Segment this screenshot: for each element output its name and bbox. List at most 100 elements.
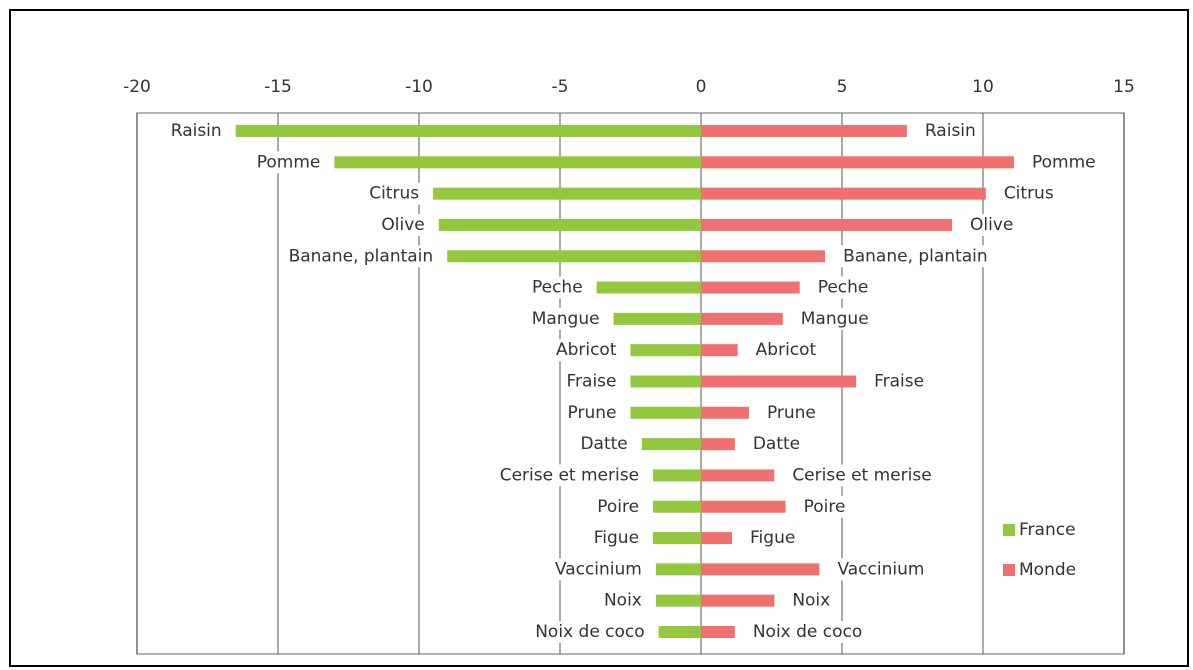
bar	[630, 375, 701, 388]
bar	[655, 594, 701, 607]
bar	[596, 281, 701, 294]
label: Fraise	[563, 370, 620, 393]
label-bg	[747, 527, 799, 550]
label: Vaccinium	[834, 558, 928, 581]
label-bg	[564, 401, 620, 424]
bar	[701, 281, 800, 294]
label: Poire	[594, 495, 643, 518]
bar	[701, 626, 735, 638]
label-bg	[921, 120, 979, 142]
label-bg	[789, 464, 935, 487]
label: Pomme	[253, 151, 324, 174]
label-bg	[552, 339, 620, 362]
category-label: Poire	[597, 497, 639, 517]
category-label: Cerise et merise	[792, 465, 931, 485]
label: Prune	[763, 401, 819, 424]
bar	[701, 250, 826, 263]
category-label: Vaccinium	[837, 559, 924, 579]
bar	[701, 406, 749, 419]
label-bg	[749, 621, 866, 643]
label-bg	[749, 433, 804, 456]
bar	[630, 406, 701, 419]
legend-swatch	[1003, 564, 1015, 576]
label-bg	[594, 495, 643, 518]
bar	[334, 156, 701, 169]
category-label: Pomme	[257, 152, 321, 172]
bar	[701, 500, 786, 513]
label-bg	[590, 527, 643, 550]
label: Cerise et merise	[496, 464, 643, 487]
label-bg	[167, 120, 225, 142]
label-bg	[528, 307, 603, 330]
label: Peche	[814, 276, 872, 299]
bar	[433, 187, 701, 200]
label: Abricot	[752, 339, 820, 362]
bar	[655, 563, 701, 576]
category-label: Citrus	[369, 184, 419, 204]
category-label: Mangue	[532, 309, 600, 329]
bar	[641, 438, 701, 451]
label: Datte	[577, 433, 631, 456]
label-bg	[797, 307, 872, 330]
category-label: Cerise et merise	[500, 465, 639, 485]
bar	[701, 187, 986, 200]
category-label: Banane, plantain	[843, 246, 988, 266]
label: Olive	[378, 213, 428, 236]
category-label: Poire	[804, 497, 846, 517]
bar	[701, 344, 738, 357]
bar	[447, 250, 701, 263]
label: Peche	[528, 276, 586, 299]
x-tick-label: -20	[123, 77, 151, 97]
label-bg	[840, 245, 991, 268]
category-label: Vaccinium	[555, 559, 642, 579]
bar	[701, 469, 775, 482]
category-label: Datte	[580, 434, 627, 454]
category-label: Raisin	[171, 121, 222, 141]
category-label: Peche	[818, 278, 869, 298]
category-label: Noix	[604, 591, 642, 611]
label-bg	[800, 495, 849, 518]
category-label: Mangue	[801, 309, 869, 329]
category-label: Raisin	[925, 121, 976, 141]
label-bg	[814, 276, 872, 299]
label-bg	[763, 401, 819, 424]
bar	[235, 125, 701, 137]
bar	[630, 344, 701, 357]
bar	[701, 438, 735, 451]
label: Noix de coco	[749, 621, 866, 643]
category-label: Noix de coco	[535, 622, 644, 642]
bar	[438, 218, 701, 231]
category-label: Prune	[568, 403, 617, 423]
label-bg	[966, 213, 1017, 236]
label: Figue	[590, 527, 643, 550]
category-label: Abricot	[756, 340, 817, 360]
bar	[653, 532, 701, 545]
label-bg	[1000, 182, 1057, 205]
label: Raisin	[167, 120, 225, 142]
label: Noix de coco	[532, 621, 648, 643]
bar	[701, 156, 1015, 169]
category-label: Figue	[594, 528, 639, 548]
bar	[701, 125, 907, 137]
label: Mangue	[797, 307, 872, 330]
x-tick-label: -5	[552, 77, 569, 97]
category-label: Fraise	[567, 372, 617, 392]
label-bg	[528, 276, 586, 299]
label: Banane, plantain	[840, 245, 991, 268]
x-tick-label: 15	[1113, 77, 1135, 97]
label-bg	[1029, 151, 1099, 174]
legend-label: Monde	[1019, 560, 1076, 580]
legend-label: France	[1019, 520, 1076, 540]
bar	[653, 500, 701, 513]
labels: Raisin Pomme Citrus Olive Banane, plantain Pe…	[167, 120, 1099, 643]
label: Abricot	[552, 339, 620, 362]
category-label: Datte	[753, 434, 800, 454]
label-bg	[366, 182, 423, 205]
label-bg	[834, 558, 928, 581]
legend-swatch	[1003, 524, 1015, 536]
category-label: Olive	[381, 215, 424, 235]
bar	[613, 312, 701, 325]
label: Raisin	[921, 120, 979, 142]
category-label: Pomme	[1032, 152, 1096, 172]
label-bg	[789, 589, 834, 612]
